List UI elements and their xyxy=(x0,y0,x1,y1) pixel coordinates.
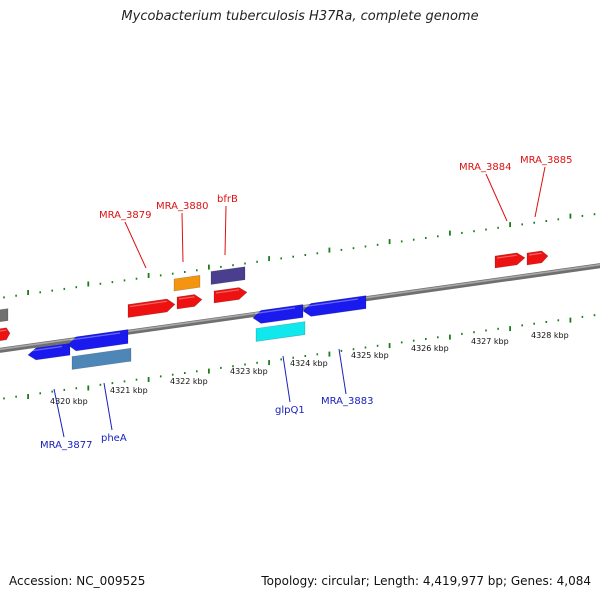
gene-label-mra-3877: MRA_3877 xyxy=(40,440,92,451)
scale-label-4325: 4325 kbp xyxy=(351,351,389,360)
gene-red-edge xyxy=(0,327,11,342)
gene-label-mra-3884: MRA_3884 xyxy=(459,162,511,173)
gene-phea-blue xyxy=(67,329,129,352)
gene-mra-3883-highlight xyxy=(304,298,359,308)
gene-mra-3884-highlight xyxy=(496,254,518,259)
gene-bfrb xyxy=(210,266,246,285)
gene-mra-3880 xyxy=(173,274,201,292)
accession-text: Accession: NC_009525 xyxy=(9,574,146,588)
gene-mra-3883 xyxy=(302,295,367,317)
gene-mra-3879 xyxy=(127,298,176,318)
gene-red-small xyxy=(176,294,203,310)
scale-label-4320: 4320 kbp xyxy=(50,397,88,406)
map-title: Mycobacterium tuberculosis H37Ra, comple… xyxy=(121,9,479,24)
gene-mra-3879-highlight xyxy=(129,300,168,308)
scale-label-4328: 4328 kbp xyxy=(531,331,569,340)
gene-red-bfr xyxy=(213,287,248,304)
connector-phea xyxy=(103,382,113,431)
gene-red-edge-highlight xyxy=(0,329,7,332)
gene-glpq1-blue xyxy=(252,304,304,324)
gene-phea xyxy=(71,347,132,370)
gene-mra-3877-highlight xyxy=(29,345,63,352)
gene-glpq1 xyxy=(255,321,306,342)
gene-red-bfr-highlight xyxy=(215,289,240,294)
gene-label-mra-3880: MRA_3880 xyxy=(156,201,208,212)
gene-mra-3884 xyxy=(494,252,526,269)
scale-label-4321: 4321 kbp xyxy=(110,386,148,395)
connector-mra-3883 xyxy=(338,348,347,395)
connector-mra-3884 xyxy=(485,173,508,222)
gene-features xyxy=(0,250,549,370)
gene-glpq1-blue-highlight xyxy=(254,307,296,315)
gene-red-small-highlight xyxy=(178,296,195,300)
reverse-strand-ticks xyxy=(3,314,596,400)
forward-strand-ticks xyxy=(3,213,596,299)
scale-label-4324: 4324 kbp xyxy=(290,359,328,368)
gene-mra-3885 xyxy=(526,250,549,266)
gene-gray-edge xyxy=(0,308,9,323)
gene-mra-3877 xyxy=(27,342,71,361)
gene-label-mra-3879: MRA_3879 xyxy=(99,210,151,221)
label-connectors xyxy=(53,166,546,438)
genome-summary-text: Topology: circular; Length: 4,419,977 bp… xyxy=(261,574,591,588)
connector-mra-3879 xyxy=(124,221,147,269)
gene-label-mra-3883: MRA_3883 xyxy=(321,396,373,407)
scale-label-4326: 4326 kbp xyxy=(411,344,449,353)
gene-label-mra-3885: MRA_3885 xyxy=(520,155,572,166)
gene-phea-blue-highlight xyxy=(69,332,121,341)
connector-mra-3877 xyxy=(53,388,65,438)
scale-label-4322: 4322 kbp xyxy=(170,377,208,386)
gene-label-phea: pheA xyxy=(101,433,127,444)
scale-label-4323: 4323 kbp xyxy=(230,367,268,376)
connector-mra-3885 xyxy=(534,166,546,218)
gene-label-glpq1: glpQ1 xyxy=(275,405,305,416)
gene-mra-3885-highlight xyxy=(528,252,542,256)
connector-mra-3880 xyxy=(181,212,184,263)
connector-glpq1 xyxy=(282,355,291,403)
connector-bfrb xyxy=(224,205,227,256)
scale-label-4327: 4327 kbp xyxy=(471,337,509,346)
gene-label-bfrb: bfrB xyxy=(217,194,238,205)
